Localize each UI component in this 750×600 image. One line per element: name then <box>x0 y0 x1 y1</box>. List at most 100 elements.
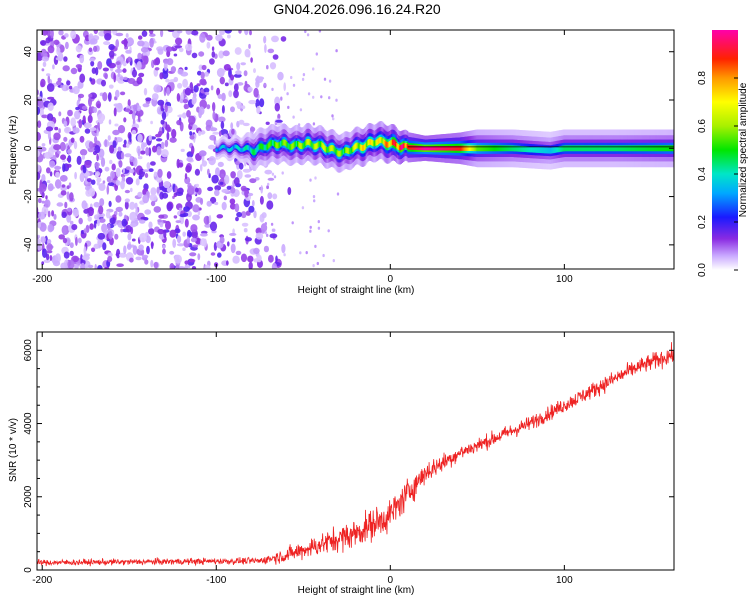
spectrogram-noise-cell <box>43 259 51 264</box>
spectrogram-noise-cell <box>95 67 99 76</box>
spectrogram-noise-cell <box>184 264 188 269</box>
spectrogram-noise-cell <box>80 262 86 269</box>
spectrogram-noise-cell <box>186 110 191 118</box>
spectrogram-noise-cell <box>206 200 212 207</box>
spectrogram-signal-cell <box>406 143 409 149</box>
spectrogram-noise-cell <box>55 57 61 61</box>
spectrogram-noise-cell <box>328 79 332 83</box>
spectrogram-signal-cell <box>402 143 405 149</box>
spectrogram-signal-cell <box>229 148 231 152</box>
spectrogram-signal-cell <box>649 145 652 152</box>
spectrogram-noise-cell <box>61 84 69 92</box>
spectrogram-signal-cell <box>517 145 519 152</box>
spectrogram-signal-cell <box>407 145 410 150</box>
spectrogram-noise-cell <box>307 92 311 96</box>
spectrogram-noise-cell <box>115 167 121 178</box>
spectrogram-signal-cell <box>318 141 321 147</box>
spectrogram-noise-cell <box>67 259 75 269</box>
spectrogram-noise-cell <box>180 148 185 152</box>
spectrogram-noise-cell <box>66 185 70 190</box>
spectrogram-signal-cell <box>543 147 546 154</box>
spectrogram-noise-cell <box>39 222 47 232</box>
spectrogram-noise-cell <box>97 113 106 122</box>
spectrogram-signal-cell <box>280 140 282 147</box>
spectrogram-noise-cell <box>140 150 146 155</box>
spectrogram-signal-cell <box>314 143 317 150</box>
spectrogram-noise-cell <box>230 106 235 113</box>
spectrogram-noise-cell <box>233 177 240 186</box>
spectrogram-signal-cell <box>586 145 588 152</box>
spectrogram-noise-cell <box>117 72 121 78</box>
spectrogram-noise-cell <box>312 264 315 268</box>
spectrogram-noise-cell <box>174 45 183 49</box>
spectrogram-signal-cell <box>522 146 525 152</box>
spectrogram-noise-cell <box>60 262 68 269</box>
spectrogram-noise-cell <box>306 33 310 37</box>
spectrogram-noise-cell <box>127 233 132 241</box>
spectrogram-signal-cell <box>279 141 281 148</box>
spectrogram-signal-cell <box>349 148 351 155</box>
spectrogram-noise-cell <box>275 255 278 263</box>
spectrogram-signal-cell <box>245 145 248 150</box>
spectrogram-noise-cell <box>93 201 100 208</box>
spectrogram-signal-cell <box>463 145 465 151</box>
spectrogram-signal-cell <box>375 140 377 146</box>
spectrogram-noise-cell <box>75 45 82 53</box>
spectrogram-noise-cell <box>194 187 199 193</box>
spectrogram-signal-cell <box>602 145 605 152</box>
spectrogram-signal-cell <box>332 145 335 152</box>
spectrogram-signal-cell <box>234 144 236 149</box>
spectrogram-noise <box>37 30 340 269</box>
spectrogram-noise-cell <box>229 198 236 205</box>
spectrogram-noise-cell <box>180 92 184 100</box>
spectrogram-noise-cell <box>169 250 175 255</box>
spectrogram-noise-cell <box>216 87 221 96</box>
spectrogram-signal-cell <box>335 149 338 155</box>
spectrogram-noise-cell <box>107 92 112 102</box>
spectrogram-noise-cell <box>316 261 319 266</box>
spectrogram-noise-cell <box>74 264 79 269</box>
spectrogram-noise-cell <box>107 182 115 187</box>
spectrogram-signal-cell <box>519 145 521 152</box>
spectrogram-signal-cell <box>426 146 429 151</box>
spectrogram-signal-cell <box>350 147 352 154</box>
spectrogram-signal-cell <box>445 146 447 151</box>
spectrogram-noise-cell <box>335 98 338 102</box>
spectrogram-signal-cell <box>417 145 419 150</box>
spectrogram-noise-cell <box>41 200 46 204</box>
spectrogram-noise-cell <box>204 223 212 228</box>
spectrogram-signal-cell <box>430 146 433 151</box>
spectrogram-noise-cell <box>238 119 245 125</box>
spectrogram-noise-cell <box>312 67 315 71</box>
spectrogram-noise-cell <box>248 261 253 269</box>
spectrogram-noise-cell <box>183 206 191 213</box>
spectrogram-signal-cell <box>490 145 492 152</box>
spectrogram-noise-cell <box>243 228 248 233</box>
spectrogram-signal-cell <box>600 145 603 152</box>
spectrogram-noise-cell <box>301 77 305 81</box>
spectrogram-noise-cell <box>199 78 207 86</box>
spectrogram-signal-cell <box>377 138 379 145</box>
spectrogram-noise-cell <box>114 123 119 127</box>
spectrogram-signal-cell <box>231 147 233 151</box>
spectrogram-noise-cell <box>222 50 230 57</box>
spectrogram-signal-cell <box>593 145 596 152</box>
spectrogram-signal-cell <box>647 145 650 152</box>
spectrogram-noise-cell <box>79 135 85 143</box>
spectrogram-signal-cell <box>301 143 303 150</box>
spectrogram-signal-cell <box>610 145 612 152</box>
spectrogram-noise-cell <box>141 254 149 259</box>
spectrogram-signal-cell <box>333 146 336 153</box>
spectrogram-noise-cell <box>88 96 92 107</box>
spectrogram-noise-cell <box>219 76 225 85</box>
spectrogram-signal-cell <box>355 142 358 149</box>
spectrogram-signal-cell <box>569 145 572 152</box>
spectrogram-noise-cell <box>65 41 69 50</box>
spectrogram-signal-cell <box>320 141 323 148</box>
spectrogram-noise-cell <box>130 187 133 193</box>
spectrogram-noise-cell <box>56 80 62 86</box>
spectrogram-noise-cell <box>150 200 156 207</box>
spectrogram-noise-cell <box>206 104 211 110</box>
spectrogram-noise-cell <box>238 30 242 34</box>
spectrogram-noise-cell <box>243 70 248 77</box>
